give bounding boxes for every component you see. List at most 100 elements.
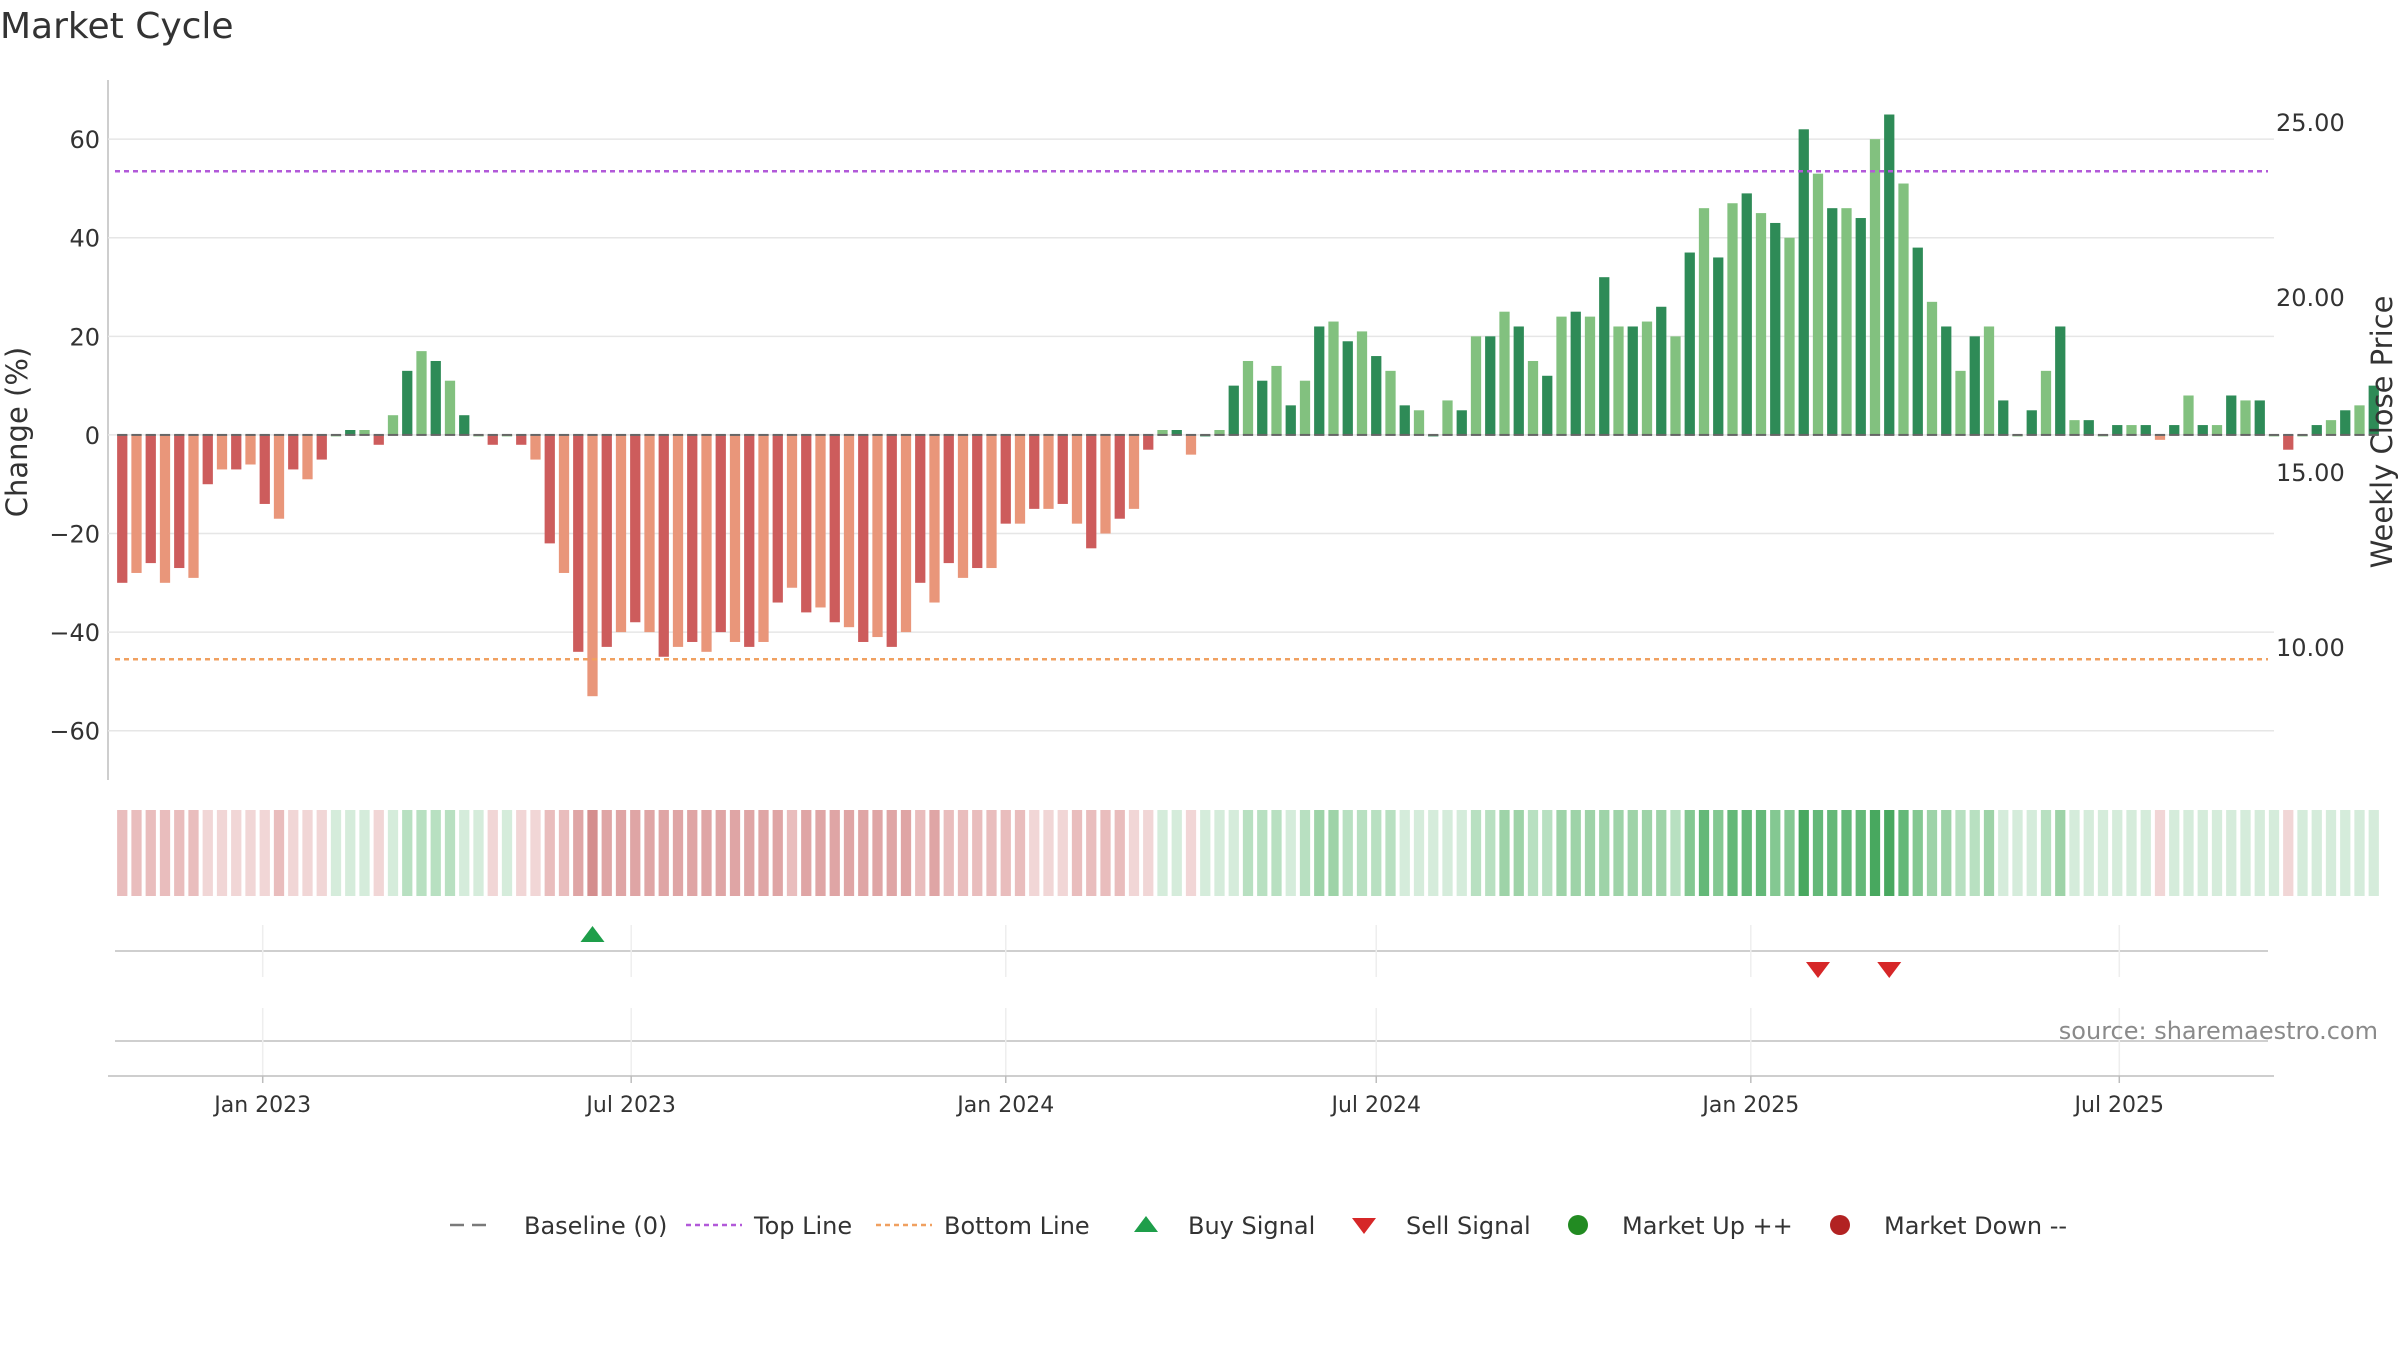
strip-cell xyxy=(273,810,285,896)
bar xyxy=(402,370,413,435)
bar xyxy=(1656,306,1667,435)
strip-cell xyxy=(1784,810,1795,896)
strip-cell xyxy=(758,810,769,896)
bar xyxy=(1029,434,1040,509)
bar xyxy=(2055,326,2066,435)
strip-cell xyxy=(687,810,698,896)
strip-cell xyxy=(1770,810,1781,896)
bar xyxy=(1855,218,1866,435)
bar xyxy=(487,434,498,445)
bar xyxy=(1527,360,1539,435)
bar xyxy=(2283,434,2294,450)
strip-cell xyxy=(1157,810,1168,896)
bar xyxy=(1599,277,1610,435)
bar xyxy=(2240,400,2251,435)
bar xyxy=(359,430,370,435)
bar xyxy=(430,360,441,435)
bar xyxy=(1442,400,1453,435)
bar xyxy=(1057,434,1068,504)
bar xyxy=(202,434,213,485)
strip-cell xyxy=(772,810,783,896)
strip-cell xyxy=(117,810,128,896)
bar xyxy=(2311,425,2322,435)
bar xyxy=(1770,222,1781,435)
strip-cell xyxy=(1983,810,1995,896)
bar xyxy=(558,434,570,573)
bar xyxy=(801,434,812,613)
strip-cell xyxy=(1029,810,1040,896)
strip-cell xyxy=(1242,810,1254,896)
strip-cell xyxy=(2154,810,2166,896)
strip-cell xyxy=(644,810,655,896)
strip-cell xyxy=(487,810,498,896)
source-note: source: sharemaestro.com xyxy=(2059,1017,2378,1045)
bar xyxy=(2026,410,2037,435)
bar xyxy=(1470,336,1482,435)
bar xyxy=(1698,208,1710,435)
strip-cell xyxy=(615,810,627,896)
strip-cell xyxy=(359,810,370,896)
y-axis-label: Change (%) xyxy=(0,347,34,517)
strip-cell xyxy=(2140,810,2151,896)
strip-cell xyxy=(2240,810,2251,896)
y2-axis-ticks: 10.00 15.00 20.00 25.00 xyxy=(2276,109,2345,662)
strip-cell xyxy=(316,810,327,896)
bar xyxy=(1998,400,2009,435)
bar xyxy=(872,434,883,638)
chart-title: Market Cycle xyxy=(0,6,234,47)
strip-cell xyxy=(1542,810,1553,896)
signal-panel xyxy=(115,925,2268,978)
bar xyxy=(2069,420,2080,435)
strip-cell xyxy=(843,810,855,896)
bar xyxy=(145,434,156,564)
bar xyxy=(1969,336,1980,435)
strip-cell xyxy=(202,810,213,896)
strip-cell xyxy=(387,810,399,896)
y-tick-label: −40 xyxy=(49,619,100,647)
strip-cell xyxy=(1584,810,1596,896)
strip-cell xyxy=(1812,810,1824,896)
bar xyxy=(174,434,185,569)
strip-cell xyxy=(972,810,983,896)
bar xyxy=(672,434,684,647)
strip-cell xyxy=(587,810,598,896)
bar xyxy=(302,434,313,480)
strip-cell xyxy=(2368,810,2379,896)
strip-cell xyxy=(872,810,883,896)
bar xyxy=(1014,434,1026,524)
strip-cell xyxy=(1841,810,1852,896)
bar xyxy=(259,434,270,504)
bar xyxy=(986,434,997,569)
strip-cell xyxy=(516,810,527,896)
bar xyxy=(530,434,541,460)
bar xyxy=(1898,183,1909,435)
bar xyxy=(630,434,641,623)
strip-cell xyxy=(345,810,356,896)
bar xyxy=(1499,311,1510,435)
strip-cell xyxy=(1385,810,1396,896)
strip-cell xyxy=(815,810,826,896)
strip-cell xyxy=(1413,810,1425,896)
strip-cell xyxy=(729,810,741,896)
y2-axis-label: Weekly Close Price xyxy=(2365,296,2399,569)
x-tick-label: Jan 2023 xyxy=(212,1093,311,1118)
x-tick-label: Jan 2025 xyxy=(1700,1093,1799,1118)
cycle-strength-strip xyxy=(117,810,2379,896)
bar xyxy=(1798,129,1809,435)
strip-cell xyxy=(858,810,869,896)
bar xyxy=(957,434,969,578)
bar xyxy=(1214,430,1225,435)
bar xyxy=(2126,425,2137,435)
bar xyxy=(387,415,399,435)
strip-cell xyxy=(1114,810,1125,896)
strip-cell xyxy=(1000,810,1011,896)
strip-cell xyxy=(501,810,513,896)
bar xyxy=(2197,425,2208,435)
bar xyxy=(1727,203,1738,435)
strip-cell xyxy=(1969,810,1980,896)
strip-cell xyxy=(2197,810,2208,896)
strip-cell xyxy=(1071,810,1083,896)
strip-cell xyxy=(2211,810,2223,896)
x-tick-label: Jan 2024 xyxy=(955,1093,1054,1118)
strip-cell xyxy=(658,810,669,896)
